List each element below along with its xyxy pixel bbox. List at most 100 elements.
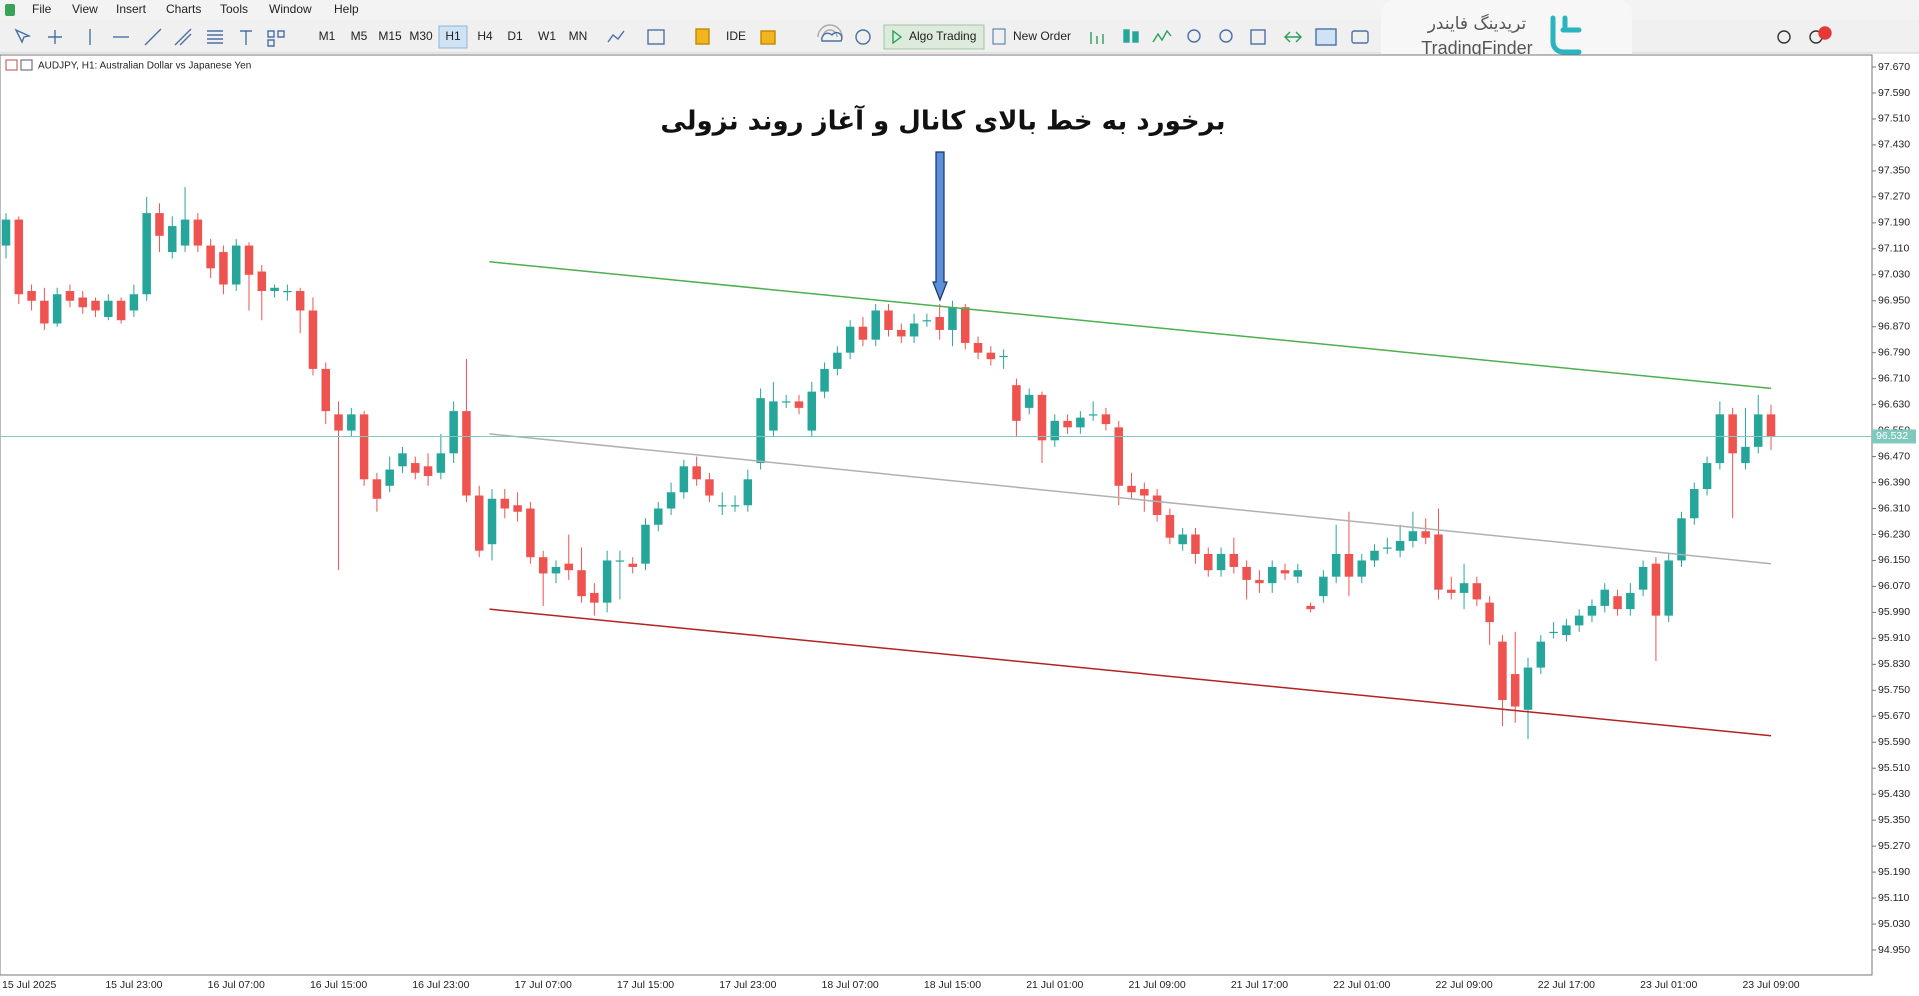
candle-body xyxy=(193,219,203,246)
candle-body xyxy=(155,213,164,236)
candle-body xyxy=(743,479,753,506)
y-tick-label: 95.750 xyxy=(1878,684,1910,696)
y-tick-label: 96.790 xyxy=(1878,346,1910,358)
candle-body xyxy=(168,226,177,253)
y-tick-label: 97.270 xyxy=(1878,191,1910,203)
timeframe[interactable]: M1 xyxy=(319,29,336,43)
candle-body xyxy=(1037,394,1047,441)
toolbar-icons xyxy=(14,24,1832,47)
timeframe[interactable]: M15 xyxy=(378,29,402,43)
timeframe[interactable]: M5 xyxy=(351,29,368,43)
y-tick-label: 97.670 xyxy=(1878,61,1910,73)
y-tick-label: 96.150 xyxy=(1878,554,1910,566)
timeframes: M1 M5 M15 M30 H1 H4 D1 W1 MN xyxy=(319,29,588,43)
candle-body xyxy=(129,294,139,311)
candle-body xyxy=(641,524,650,564)
candle-body xyxy=(1434,534,1443,590)
menu-item[interactable]: Tools xyxy=(220,2,248,16)
candle-body xyxy=(833,352,842,369)
lock-icon xyxy=(760,30,776,45)
candle-body xyxy=(513,505,522,512)
timeframe[interactable]: MN xyxy=(569,29,588,43)
candle-body xyxy=(1152,495,1162,515)
candle-body xyxy=(487,498,497,545)
x-tick-label: 21 Jul 17:00 xyxy=(1231,979,1288,991)
candle-body xyxy=(1357,560,1366,577)
candle-body xyxy=(1012,385,1021,421)
candle-body xyxy=(1421,531,1430,538)
x-tick-label: 22 Jul 17:00 xyxy=(1538,979,1595,991)
timeframe[interactable]: D1 xyxy=(507,29,523,43)
candle-body xyxy=(1140,489,1149,496)
x-tick-label: 21 Jul 09:00 xyxy=(1129,979,1186,991)
candle-body xyxy=(551,566,561,574)
candle-body xyxy=(206,245,215,269)
timeframe[interactable]: M30 xyxy=(409,29,433,43)
candle-body xyxy=(679,466,689,493)
logo-en: TradingFinder xyxy=(1421,38,1532,58)
candle-body xyxy=(1,219,11,246)
x-tick-label: 23 Jul 01:00 xyxy=(1640,979,1697,991)
menu-item[interactable]: Help xyxy=(334,2,359,16)
candle-body xyxy=(219,252,228,285)
candle-body xyxy=(820,368,829,392)
y-tick-label: 95.270 xyxy=(1878,840,1910,852)
candle-body xyxy=(474,495,484,551)
candle-body xyxy=(781,401,791,403)
x-tick-label: 16 Jul 07:00 xyxy=(208,979,265,991)
candle-body xyxy=(1383,547,1392,549)
menu-item[interactable]: View xyxy=(72,2,98,16)
y-tick-label: 97.190 xyxy=(1878,217,1910,229)
candle-body xyxy=(1306,605,1315,610)
candle-body xyxy=(897,329,906,337)
candle-body xyxy=(1536,641,1546,668)
candles-icon xyxy=(1123,29,1130,43)
symbol-label: AUDJPY, H1: Australian Dollar vs Japanes… xyxy=(38,61,251,72)
logo-fa: تریدینگ فایندر xyxy=(1427,13,1527,34)
market-icon xyxy=(695,28,710,45)
candle-body xyxy=(1114,427,1123,486)
candle-body xyxy=(1741,446,1750,464)
symbol-icon xyxy=(5,59,18,71)
timeframe[interactable]: W1 xyxy=(538,29,556,43)
candle-body xyxy=(231,245,241,285)
candle-body xyxy=(142,213,151,295)
menu-item[interactable]: Window xyxy=(269,2,312,16)
trend-icon xyxy=(144,28,162,46)
candle-body xyxy=(628,563,637,567)
candle-body xyxy=(935,316,944,330)
candle-body xyxy=(845,326,855,353)
candle-body xyxy=(1498,641,1507,701)
y-tick-label: 96.070 xyxy=(1878,580,1910,592)
algo-trading-label[interactable]: Algo Trading xyxy=(909,29,976,43)
vps-icon xyxy=(855,29,871,45)
candle-body xyxy=(1510,674,1520,707)
text-icon xyxy=(240,30,252,45)
x-tick-label: 15 Jul 23:00 xyxy=(105,979,162,991)
timeframe[interactable]: H4 xyxy=(477,29,493,43)
y-tick-label: 95.910 xyxy=(1878,632,1910,644)
candle-body xyxy=(961,307,970,343)
ide-label[interactable]: IDE xyxy=(726,29,746,43)
candle-body xyxy=(1638,566,1648,590)
timeframe[interactable]: H1 xyxy=(445,29,461,43)
x-tick-label: 22 Jul 09:00 xyxy=(1435,979,1492,991)
new-order-icon xyxy=(992,28,1006,45)
candle-body xyxy=(1613,596,1622,610)
candle-body xyxy=(1523,667,1533,710)
candle-body xyxy=(1472,583,1482,600)
zoom-out-icon xyxy=(1219,29,1233,43)
new-order-label[interactable]: New Order xyxy=(1013,29,1071,43)
candle-body xyxy=(1702,463,1712,490)
autoscroll-icon xyxy=(1315,28,1337,46)
symbol-icon-2 xyxy=(20,59,33,71)
candle-body xyxy=(347,414,356,431)
menu-item[interactable]: File xyxy=(32,2,52,16)
menu-item[interactable]: Insert xyxy=(116,2,147,16)
app-icon xyxy=(5,4,15,16)
menu-item[interactable]: Charts xyxy=(166,2,201,16)
candle-body xyxy=(270,287,279,292)
candle-body xyxy=(1459,583,1469,593)
candle-body xyxy=(769,401,778,431)
candle-body xyxy=(999,355,1008,358)
